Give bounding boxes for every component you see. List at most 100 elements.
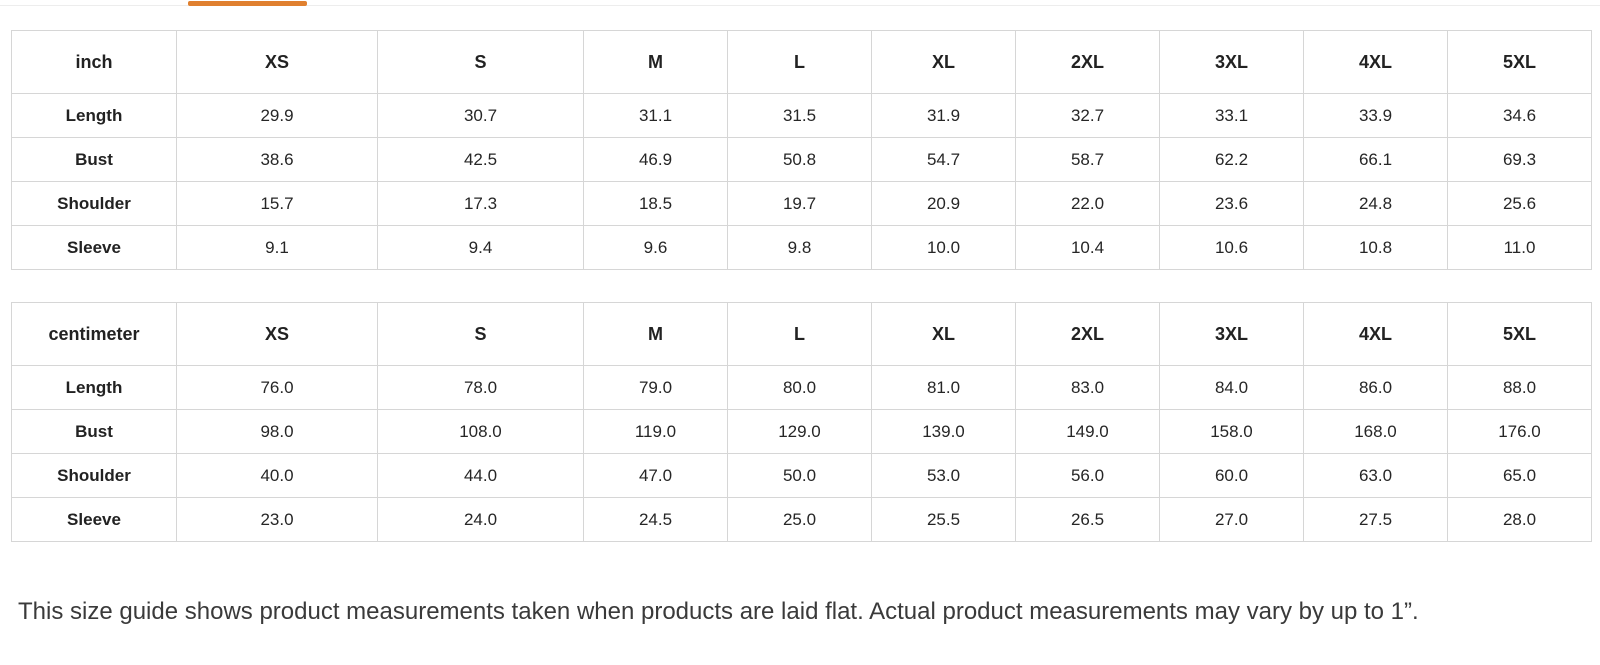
measurement-row: Sleeve 23.0 24.0 24.5 25.0 25.5 26.5 27.0 27.5 28… — [11, 497, 1592, 542]
measurement-value: 88.0 — [1447, 365, 1592, 410]
measurement-value: 84.0 — [1159, 365, 1304, 410]
measurement-value: 108.0 — [377, 409, 584, 454]
measurement-value: 24.0 — [377, 497, 584, 542]
measurement-value: 31.1 — [583, 93, 728, 138]
measurement-label: Shoulder — [11, 453, 177, 498]
measurement-value: 32.7 — [1015, 93, 1160, 138]
measurement-value: 11.0 — [1447, 225, 1592, 270]
measurement-value: 158.0 — [1159, 409, 1304, 454]
size-table-centimeter: centimeter XS S M L XL 2XL 3XL 4XL 5XL Length 76.0 7… — [11, 302, 1592, 542]
size-column-header: M — [583, 302, 728, 366]
size-column-header: XS — [176, 302, 378, 366]
measurement-value: 33.9 — [1303, 93, 1448, 138]
measurement-value: 62.2 — [1159, 137, 1304, 182]
measurement-value: 25.5 — [871, 497, 1016, 542]
measurement-row: Length 29.9 30.7 31.1 31.5 31.9 32.7 33.1 33.9 34… — [11, 93, 1592, 138]
measurement-value: 9.4 — [377, 225, 584, 270]
size-column-header: XS — [176, 30, 378, 94]
measurement-value: 19.7 — [727, 181, 872, 226]
measurement-value: 24.5 — [583, 497, 728, 542]
measurement-value: 40.0 — [176, 453, 378, 498]
measurement-row: Length 76.0 78.0 79.0 80.0 81.0 83.0 84.0 86.0 88… — [11, 365, 1592, 410]
measurement-value: 9.1 — [176, 225, 378, 270]
measurement-value: 86.0 — [1303, 365, 1448, 410]
size-column-header: XL — [871, 30, 1016, 94]
size-table-header-row: inch XS S M L XL 2XL 3XL 4XL 5XL — [11, 30, 1592, 94]
measurement-value: 38.6 — [176, 137, 378, 182]
measurement-value: 10.6 — [1159, 225, 1304, 270]
size-column-header: L — [727, 30, 872, 94]
measurement-value: 31.9 — [871, 93, 1016, 138]
size-column-header: S — [377, 30, 584, 94]
measurement-value: 78.0 — [377, 365, 584, 410]
measurement-value: 129.0 — [727, 409, 872, 454]
size-guide-content: inch XS S M L XL 2XL 3XL 4XL 5XL Length 29.9 30.7 31.… — [0, 30, 1600, 629]
measurement-value: 10.8 — [1303, 225, 1448, 270]
measurement-row: Shoulder 40.0 44.0 47.0 50.0 53.0 56.0 60.0 63.0… — [11, 453, 1592, 498]
measurement-value: 28.0 — [1447, 497, 1592, 542]
active-tab-indicator — [188, 1, 307, 6]
measurement-value: 80.0 — [727, 365, 872, 410]
measurement-label: Bust — [11, 409, 177, 454]
measurement-value: 22.0 — [1015, 181, 1160, 226]
measurement-value: 20.9 — [871, 181, 1016, 226]
unit-label: inch — [11, 30, 177, 94]
size-column-header: XL — [871, 302, 1016, 366]
measurement-value: 23.0 — [176, 497, 378, 542]
measurement-row: Sleeve 9.1 9.4 9.6 9.8 10.0 10.4 10.6 10.8 11.0 — [11, 225, 1592, 270]
measurement-value: 27.5 — [1303, 497, 1448, 542]
measurement-label: Sleeve — [11, 497, 177, 542]
size-column-header: L — [727, 302, 872, 366]
measurement-value: 34.6 — [1447, 93, 1592, 138]
size-guide-panel: inch XS S M L XL 2XL 3XL 4XL 5XL Length 29.9 30.7 31.… — [0, 0, 1600, 629]
measurement-value: 42.5 — [377, 137, 584, 182]
measurement-value: 50.0 — [727, 453, 872, 498]
tab-strip — [0, 0, 1600, 6]
measurement-value: 60.0 — [1159, 453, 1304, 498]
measurement-value: 54.7 — [871, 137, 1016, 182]
measurement-value: 79.0 — [583, 365, 728, 410]
size-column-header: 4XL — [1303, 302, 1448, 366]
size-column-header: 4XL — [1303, 30, 1448, 94]
measurement-value: 46.9 — [583, 137, 728, 182]
measurement-value: 176.0 — [1447, 409, 1592, 454]
measurement-row: Shoulder 15.7 17.3 18.5 19.7 20.9 22.0 23.6 24.8… — [11, 181, 1592, 226]
measurement-value: 44.0 — [377, 453, 584, 498]
measurement-label: Bust — [11, 137, 177, 182]
measurement-row: Bust 98.0 108.0 119.0 129.0 139.0 149.0 158.0 16… — [11, 409, 1592, 454]
measurement-value: 29.9 — [176, 93, 378, 138]
size-column-header: 2XL — [1015, 302, 1160, 366]
measurement-value: 149.0 — [1015, 409, 1160, 454]
measurement-value: 26.5 — [1015, 497, 1160, 542]
measurement-value: 18.5 — [583, 181, 728, 226]
measurement-value: 15.7 — [176, 181, 378, 226]
measurement-label: Length — [11, 365, 177, 410]
measurement-label: Sleeve — [11, 225, 177, 270]
measurement-row: Bust 38.6 42.5 46.9 50.8 54.7 58.7 62.2 66.1 69.3 — [11, 137, 1592, 182]
measurement-value: 31.5 — [727, 93, 872, 138]
size-table-inch: inch XS S M L XL 2XL 3XL 4XL 5XL Length 29.9 30.7 31.… — [11, 30, 1592, 270]
measurement-value: 63.0 — [1303, 453, 1448, 498]
size-column-header: 3XL — [1159, 302, 1304, 366]
measurement-value: 65.0 — [1447, 453, 1592, 498]
measurement-value: 98.0 — [176, 409, 378, 454]
measurement-value: 25.6 — [1447, 181, 1592, 226]
size-column-header: S — [377, 302, 584, 366]
measurement-value: 9.8 — [727, 225, 872, 270]
measurement-value: 10.0 — [871, 225, 1016, 270]
measurement-value: 58.7 — [1015, 137, 1160, 182]
measurement-value: 30.7 — [377, 93, 584, 138]
measurement-value: 81.0 — [871, 365, 1016, 410]
measurement-value: 24.8 — [1303, 181, 1448, 226]
measurement-value: 10.4 — [1015, 225, 1160, 270]
measurement-value: 47.0 — [583, 453, 728, 498]
measurement-value: 119.0 — [583, 409, 728, 454]
measurement-value: 23.6 — [1159, 181, 1304, 226]
measurement-label: Length — [11, 93, 177, 138]
size-column-header: M — [583, 30, 728, 94]
measurement-value: 69.3 — [1447, 137, 1592, 182]
measurement-value: 27.0 — [1159, 497, 1304, 542]
measurement-value: 139.0 — [871, 409, 1016, 454]
measurement-value: 9.6 — [583, 225, 728, 270]
size-column-header: 5XL — [1447, 30, 1592, 94]
